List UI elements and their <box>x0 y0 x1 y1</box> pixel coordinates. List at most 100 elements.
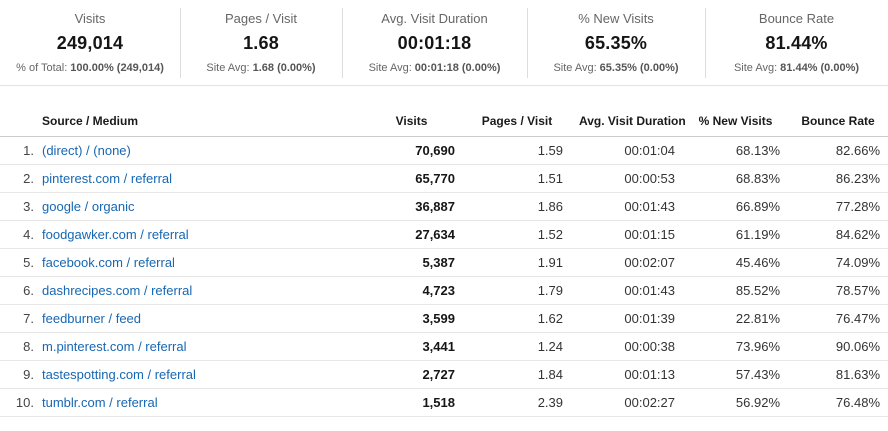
visits-cell: 4,723 <box>360 276 463 305</box>
card-label: Bounce Rate <box>758 11 835 26</box>
avg-visit-duration-cell: 00:01:04 <box>571 136 683 165</box>
card-subtext: % of Total: 100.00% (249,014) <box>16 62 164 74</box>
new-visits-cell: 22.81% <box>683 304 788 333</box>
card-value: 81.44% <box>765 33 828 53</box>
new-visits-cell: 57.43% <box>683 360 788 389</box>
visits-cell: 27,634 <box>360 220 463 249</box>
column-header-pages-per-visit[interactable]: Pages / Visit <box>463 106 571 137</box>
summary-card-visits[interactable]: Visits 249,014 % of Total: 100.00% (249,0… <box>0 0 180 85</box>
table-row: 1. (direct) / (none) 70,690 1.59 00:01:0… <box>0 136 888 165</box>
source-medium-cell: pinterest.com / referral <box>34 164 360 193</box>
column-header-bounce-rate[interactable]: Bounce Rate <box>788 106 888 137</box>
table-header-row: Source / Medium Visits Pages / Visit Avg… <box>0 106 888 137</box>
pages-per-visit-cell: 1.86 <box>463 192 571 221</box>
card-subtext: Site Avg: 1.68 (0.00%) <box>206 62 316 74</box>
bounce-rate-cell: 86.23% <box>788 164 888 193</box>
new-visits-cell: 66.89% <box>683 192 788 221</box>
source-medium-cell: m.pinterest.com / referral <box>34 332 360 361</box>
pages-per-visit-cell: 1.79 <box>463 276 571 305</box>
source-medium-link[interactable]: pinterest.com / referral <box>42 171 173 186</box>
bounce-rate-cell: 81.63% <box>788 360 888 389</box>
table-row: 2. pinterest.com / referral 65,770 1.51 … <box>0 164 888 193</box>
row-rank: 3. <box>0 192 34 221</box>
bounce-rate-cell: 76.48% <box>788 388 888 417</box>
avg-visit-duration-cell: 00:01:39 <box>571 304 683 333</box>
source-medium-link[interactable]: facebook.com / referral <box>42 255 175 270</box>
pages-per-visit-cell: 1.91 <box>463 248 571 277</box>
bounce-rate-cell: 84.62% <box>788 220 888 249</box>
new-visits-cell: 61.19% <box>683 220 788 249</box>
card-subtext: Site Avg: 65.35% (0.00%) <box>553 62 679 74</box>
visits-cell: 5,387 <box>360 248 463 277</box>
source-medium-link[interactable]: google / organic <box>42 199 135 214</box>
summary-card-pages-per-visit[interactable]: Pages / Visit 1.68 Site Avg: 1.68 (0.00%) <box>180 0 342 85</box>
new-visits-cell: 85.52% <box>683 276 788 305</box>
bounce-rate-cell: 77.28% <box>788 192 888 221</box>
row-rank: 4. <box>0 220 34 249</box>
avg-visit-duration-cell: 00:00:38 <box>571 332 683 361</box>
metric-scorecards: Visits 249,014 % of Total: 100.00% (249,0… <box>0 0 888 86</box>
avg-visit-duration-cell: 00:02:27 <box>571 388 683 417</box>
table-row: 9. tastespotting.com / referral 2,727 1.… <box>0 360 888 389</box>
card-value: 65.35% <box>584 33 648 53</box>
source-medium-cell: facebook.com / referral <box>34 248 360 277</box>
source-medium-cell: tastespotting.com / referral <box>34 360 360 389</box>
table-row: 8. m.pinterest.com / referral 3,441 1.24… <box>0 332 888 361</box>
visits-cell: 36,887 <box>360 192 463 221</box>
source-medium-cell: tumblr.com / referral <box>34 388 360 417</box>
avg-visit-duration-cell: 00:01:43 <box>571 192 683 221</box>
table-row: 3. google / organic 36,887 1.86 00:01:43… <box>0 192 888 221</box>
avg-visit-duration-cell: 00:01:15 <box>571 220 683 249</box>
source-medium-link[interactable]: feedburner / feed <box>42 311 142 326</box>
card-value: 249,014 <box>56 33 124 53</box>
summary-card-bounce-rate[interactable]: Bounce Rate 81.44% Site Avg: 81.44% (0.00… <box>705 0 888 85</box>
column-header-new-visits[interactable]: % New Visits <box>683 106 788 137</box>
new-visits-cell: 56.92% <box>683 388 788 417</box>
summary-card-new-visits[interactable]: % New Visits 65.35% Site Avg: 65.35% (0.0… <box>527 0 705 85</box>
source-medium-link[interactable]: foodgawker.com / referral <box>42 227 189 242</box>
table-row: 7. feedburner / feed 3,599 1.62 00:01:39… <box>0 304 888 333</box>
row-rank: 1. <box>0 136 34 165</box>
bounce-rate-cell: 74.09% <box>788 248 888 277</box>
row-rank: 5. <box>0 248 34 277</box>
row-rank: 6. <box>0 276 34 305</box>
visits-cell: 3,599 <box>360 304 463 333</box>
new-visits-cell: 73.96% <box>683 332 788 361</box>
column-header-avg-visit-duration[interactable]: Avg. Visit Duration <box>571 106 686 137</box>
visits-cell: 3,441 <box>360 332 463 361</box>
source-medium-link[interactable]: (direct) / (none) <box>42 143 131 158</box>
pages-per-visit-cell: 1.84 <box>463 360 571 389</box>
source-medium-cell: google / organic <box>34 192 360 221</box>
new-visits-cell: 45.46% <box>683 248 788 277</box>
summary-card-avg-visit-duration[interactable]: Avg. Visit Duration 00:01:18 Site Avg: 00… <box>342 0 527 85</box>
source-medium-cell: (direct) / (none) <box>34 136 360 165</box>
bounce-rate-cell: 78.57% <box>788 276 888 305</box>
source-medium-link[interactable]: m.pinterest.com / referral <box>42 339 187 354</box>
source-medium-link[interactable]: tastespotting.com / referral <box>42 367 196 382</box>
source-medium-link[interactable]: dashrecipes.com / referral <box>42 283 193 298</box>
visits-cell: 65,770 <box>360 164 463 193</box>
visits-cell: 70,690 <box>360 136 463 165</box>
card-label: % New Visits <box>578 11 654 26</box>
source-medium-cell: foodgawker.com / referral <box>34 220 360 249</box>
column-header-visits[interactable]: Visits <box>360 106 463 137</box>
row-rank: 8. <box>0 332 34 361</box>
table-row: 4. foodgawker.com / referral 27,634 1.52… <box>0 220 888 249</box>
avg-visit-duration-cell: 00:01:43 <box>571 276 683 305</box>
avg-visit-duration-cell: 00:00:53 <box>571 164 683 193</box>
bounce-rate-cell: 82.66% <box>788 136 888 165</box>
column-header-source-medium[interactable]: Source / Medium <box>34 106 360 137</box>
row-rank: 9. <box>0 360 34 389</box>
card-subtext: Site Avg: 00:01:18 (0.00%) <box>368 62 501 74</box>
source-medium-table: Source / Medium Visits Pages / Visit Avg… <box>0 106 888 417</box>
pages-per-visit-cell: 1.51 <box>463 164 571 193</box>
row-rank: 10. <box>0 388 34 417</box>
source-medium-cell: feedburner / feed <box>34 304 360 333</box>
pages-per-visit-cell: 2.39 <box>463 388 571 417</box>
source-medium-link[interactable]: tumblr.com / referral <box>42 395 158 410</box>
column-header-rank-spacer <box>0 106 34 137</box>
card-label: Visits <box>74 11 106 26</box>
visits-cell: 1,518 <box>360 388 463 417</box>
bounce-rate-cell: 76.47% <box>788 304 888 333</box>
avg-visit-duration-cell: 00:02:07 <box>571 248 683 277</box>
